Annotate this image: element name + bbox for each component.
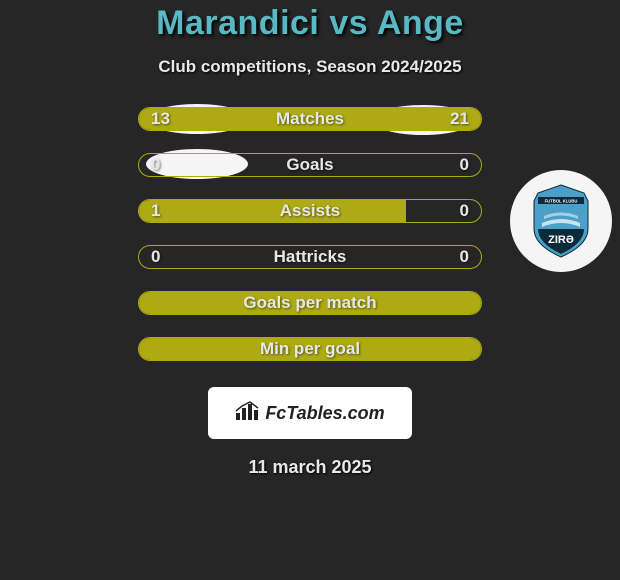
stat-row: Goals per match [138,291,482,315]
stat-row: 13 21 Matches [138,107,482,131]
stat-value-left: 0 [151,155,160,175]
stat-bar: Min per goal [138,337,482,361]
fctables-badge[interactable]: FcTables.com [208,387,412,439]
svg-text:FUTBOL KLUBU: FUTBOL KLUBU [545,199,578,204]
fctables-label: FcTables.com [265,403,384,424]
stats-rows: 13 21 Matches 0 0 Goals 1 0 Assists 0 0 Hattricks Go… [138,107,482,383]
bar-fill-left [139,200,406,222]
stats-card: Marandici vs Ange Club competitions, Sea… [0,0,620,580]
page-title: Marandici vs Ange [156,4,464,43]
stat-label: Goals per match [243,293,376,313]
stat-value-right: 21 [450,109,469,129]
club-badge: FUTBOL KLUBU ZIRƏ [510,170,612,272]
svg-text:ZIRƏ: ZIRƏ [548,234,574,246]
stat-value-left: 0 [151,247,160,267]
stat-value-right: 0 [460,247,469,267]
stat-value-right: 0 [460,155,469,175]
date-label: 11 march 2025 [248,457,371,478]
stat-row: 1 0 Assists [138,199,482,223]
chart-icon [235,401,259,426]
stat-label: Min per goal [260,339,360,359]
zire-badge-icon: FUTBOL KLUBU ZIRƏ [528,183,594,259]
stat-value-left: 13 [151,109,170,129]
stat-bar: 0 0 Hattricks [138,245,482,269]
stat-bar: Goals per match [138,291,482,315]
stat-value-left: 1 [151,201,160,221]
page-subtitle: Club competitions, Season 2024/2025 [158,57,461,77]
stat-label: Assists [280,201,340,221]
stat-label: Goals [286,155,333,175]
stat-row: Min per goal [138,337,482,361]
stat-row: 0 0 Goals [138,153,482,177]
stat-bar: 13 21 Matches [138,107,482,131]
stat-bar: 1 0 Assists [138,199,482,223]
stat-label: Matches [276,109,344,129]
stat-row: 0 0 Hattricks [138,245,482,269]
stat-bar: 0 0 Goals [138,153,482,177]
stat-label: Hattricks [274,247,347,267]
stat-value-right: 0 [460,201,469,221]
